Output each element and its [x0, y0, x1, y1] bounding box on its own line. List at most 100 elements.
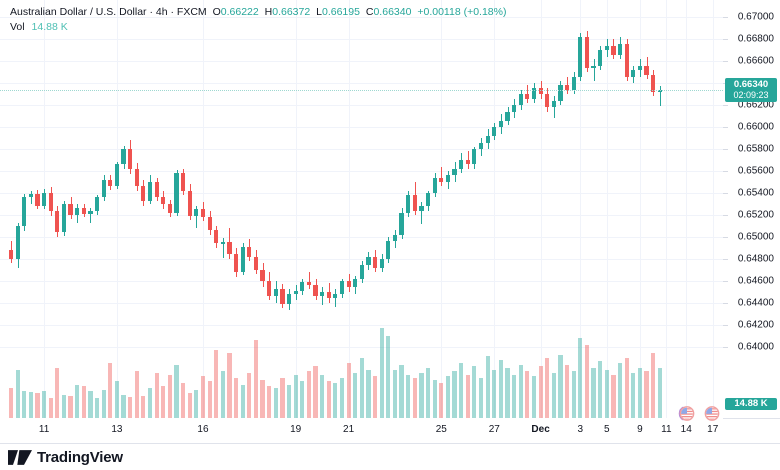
- candle-body: [326, 291, 331, 299]
- vertical-gridline: [666, 0, 667, 418]
- candle-wick: [441, 166, 442, 187]
- volume-bar: [22, 391, 27, 418]
- tradingview-logo[interactable]: TradingView: [8, 449, 123, 466]
- candle-wick: [660, 86, 661, 106]
- candle-body: [220, 242, 225, 244]
- price-axis[interactable]: 0.670000.668000.666000.664000.662000.660…: [723, 0, 780, 443]
- volume-bar: [631, 373, 636, 418]
- horizontal-gridline: [0, 83, 723, 84]
- candle-wick: [31, 190, 32, 204]
- candle-body: [425, 192, 431, 207]
- candle-body: [644, 65, 649, 75]
- legend-volume-row[interactable]: Vol 14.88 K: [10, 21, 506, 34]
- candle-body: [187, 190, 192, 216]
- candle-body: [406, 195, 411, 213]
- legend-symbol-row[interactable]: Australian Dollar / U.S. Dollar · 4h · F…: [10, 6, 506, 19]
- volume-bar: [81, 386, 86, 418]
- current-price-badge[interactable]: 0.66340 02:09:23: [725, 77, 777, 102]
- price-tick-mark: [723, 259, 728, 260]
- volume-bar: [478, 378, 484, 418]
- vertical-gridline: [607, 0, 608, 418]
- chart-plot-area[interactable]: [0, 0, 723, 418]
- candle-body: [181, 173, 186, 191]
- candle-body: [8, 250, 14, 259]
- volume-bar: [651, 353, 656, 418]
- chart-footer: TradingView: [0, 444, 780, 470]
- volume-bar: [247, 373, 252, 418]
- candle-wick: [335, 289, 336, 308]
- time-axis[interactable]: 11 13 16 19 21 25 27 Dec 3 5 9 11 14 17: [0, 418, 723, 443]
- candle-body: [584, 37, 590, 68]
- volume-bar: [465, 374, 470, 418]
- volume-bar: [445, 376, 450, 418]
- candle-body: [306, 281, 311, 286]
- time-tick-label: 5: [604, 424, 610, 435]
- volume-bar: [346, 363, 351, 418]
- aud-flag-icon[interactable]: [678, 405, 695, 422]
- price-tick-label: 0.65400: [737, 187, 774, 199]
- horizontal-gridline: [0, 61, 723, 62]
- current-price-line: [0, 90, 723, 91]
- candle-wick: [527, 85, 528, 104]
- candle-body: [373, 256, 378, 268]
- exchange-label[interactable]: FXCM: [176, 6, 207, 18]
- volume-bar: [584, 344, 590, 418]
- horizontal-gridline: [0, 39, 723, 40]
- volume-bar: [68, 396, 73, 418]
- volume-bar: [425, 368, 431, 418]
- time-tick-label: 17: [707, 424, 719, 435]
- candle-body: [300, 281, 305, 291]
- horizontal-gridline: [0, 149, 723, 150]
- volume-bar: [551, 373, 556, 418]
- volume-bar: [134, 370, 139, 418]
- usd-flag-icon[interactable]: [703, 405, 720, 422]
- candle-body: [240, 246, 245, 272]
- candle-body: [227, 242, 232, 255]
- candle-body: [445, 175, 450, 182]
- price-tick-mark: [723, 61, 728, 62]
- horizontal-gridline: [0, 259, 723, 260]
- candle-body: [200, 209, 206, 218]
- volume-bar: [558, 354, 563, 418]
- volume-bar: [48, 398, 53, 418]
- volume-bar: [154, 373, 159, 418]
- volume-bar: [604, 369, 609, 418]
- low-value: 0.66195: [321, 6, 360, 18]
- price-change: +0.00118 (+0.18%): [417, 6, 507, 18]
- high-label: H: [264, 6, 273, 18]
- price-tick-label: 0.64400: [737, 297, 774, 309]
- volume-bar: [286, 384, 292, 418]
- volume-bar: [531, 376, 537, 418]
- time-tick-label: 9: [637, 424, 643, 435]
- candle-body: [161, 197, 166, 204]
- candle-body: [392, 234, 398, 242]
- volume-bar: [253, 339, 259, 418]
- candle-body: [631, 70, 636, 77]
- price-tick-mark: [723, 347, 728, 348]
- candle-wick: [322, 287, 323, 305]
- vertical-gridline: [640, 0, 641, 418]
- horizontal-gridline: [0, 17, 723, 18]
- volume-bar: [571, 371, 576, 418]
- low-label: L: [316, 6, 322, 18]
- price-tick-mark: [723, 127, 728, 128]
- candle-body: [167, 203, 172, 213]
- candle-body: [604, 46, 609, 51]
- volume-bar: [333, 383, 338, 418]
- price-tick-mark: [723, 281, 728, 282]
- candle-body: [359, 265, 364, 279]
- volume-bar: [101, 389, 106, 418]
- volume-bar: [326, 381, 331, 418]
- price-tick-mark: [723, 215, 728, 216]
- volume-bar: [505, 368, 510, 418]
- volume-value-badge[interactable]: 14.88 K: [725, 398, 777, 410]
- price-tick-label: 0.65800: [737, 143, 774, 155]
- symbol-name[interactable]: Australian Dollar / U.S. Dollar: [10, 6, 147, 18]
- current-price-value: 0.66340: [733, 78, 769, 90]
- candle-body: [253, 256, 259, 270]
- volume-bar: [61, 394, 67, 418]
- volume-bar: [386, 336, 391, 418]
- candle-body: [68, 203, 73, 215]
- candle-body: [598, 50, 603, 66]
- interval-label[interactable]: 4h: [155, 6, 168, 18]
